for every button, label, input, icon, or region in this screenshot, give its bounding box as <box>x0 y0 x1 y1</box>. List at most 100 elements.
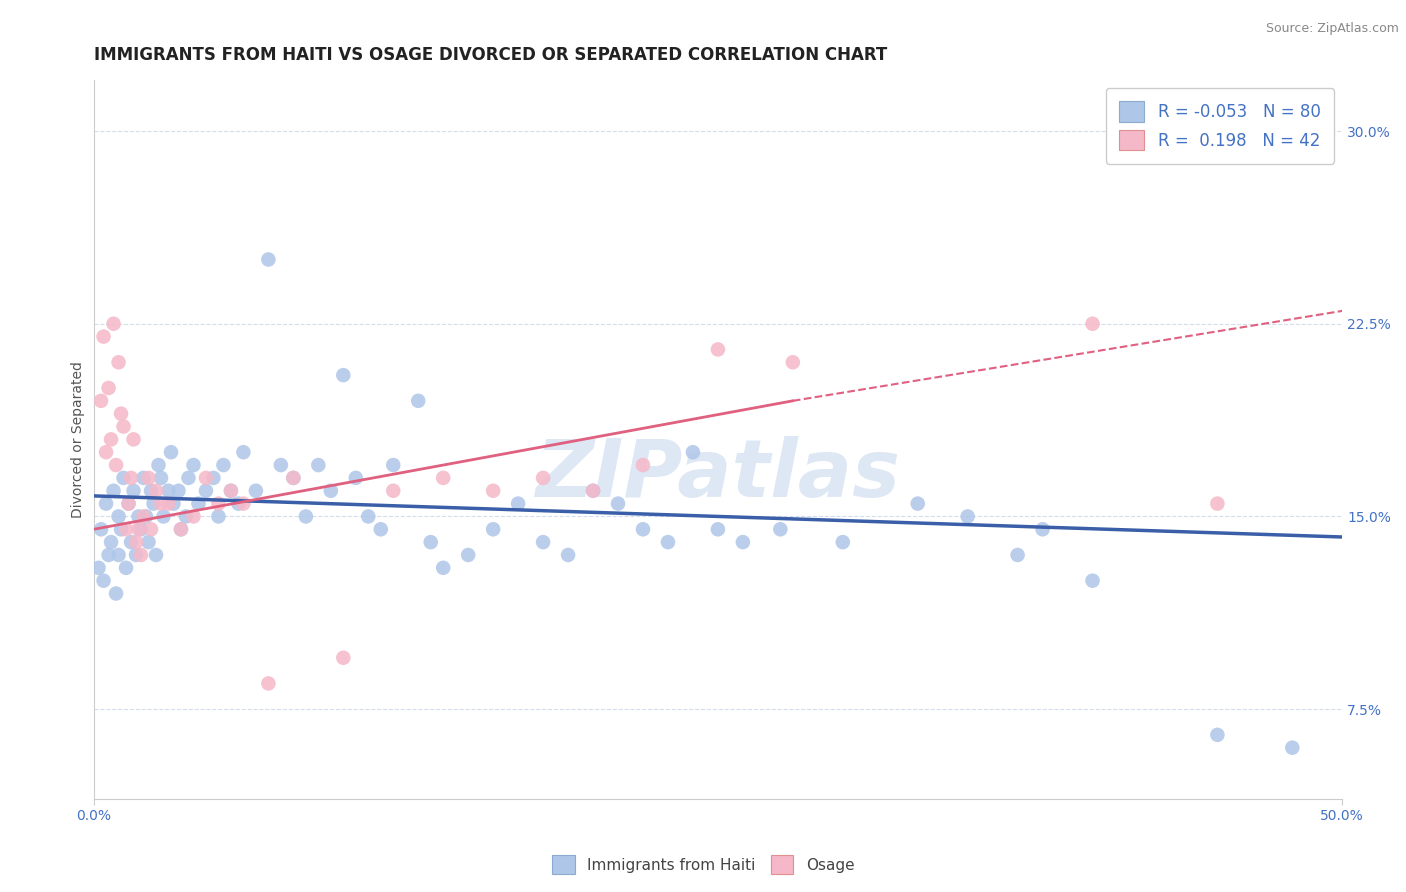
Point <box>112 419 135 434</box>
Point <box>187 497 209 511</box>
Point <box>120 471 142 485</box>
Point <box>103 317 125 331</box>
Point <box>508 497 530 511</box>
Point <box>1081 574 1104 588</box>
Point <box>120 535 142 549</box>
Point <box>174 509 197 524</box>
Point <box>1206 728 1229 742</box>
Point <box>194 483 217 498</box>
Point <box>731 535 754 549</box>
Point <box>122 483 145 498</box>
Point <box>657 535 679 549</box>
Point <box>212 458 235 472</box>
Point <box>531 471 554 485</box>
Point <box>1032 522 1054 536</box>
Point <box>457 548 479 562</box>
Point <box>112 471 135 485</box>
Point <box>125 548 148 562</box>
Point <box>245 483 267 498</box>
Point <box>782 355 804 369</box>
Point <box>90 393 112 408</box>
Point <box>97 548 120 562</box>
Point <box>257 252 280 267</box>
Point <box>135 509 157 524</box>
Point <box>707 522 730 536</box>
Point <box>482 483 505 498</box>
Point <box>157 497 180 511</box>
Point <box>110 407 132 421</box>
Point <box>129 522 152 536</box>
Point <box>160 445 183 459</box>
Point <box>128 522 150 536</box>
Point <box>117 497 139 511</box>
Point <box>97 381 120 395</box>
Point <box>105 458 128 472</box>
Point <box>270 458 292 472</box>
Point <box>257 676 280 690</box>
Point <box>183 458 205 472</box>
Point <box>631 458 654 472</box>
Point <box>103 483 125 498</box>
Point <box>382 483 405 498</box>
Point <box>232 497 254 511</box>
Point <box>129 548 152 562</box>
Point <box>157 483 180 498</box>
Point <box>107 548 129 562</box>
Point <box>682 445 704 459</box>
Point <box>332 368 354 383</box>
Text: IMMIGRANTS FROM HAITI VS OSAGE DIVORCED OR SEPARATED CORRELATION CHART: IMMIGRANTS FROM HAITI VS OSAGE DIVORCED … <box>94 46 887 64</box>
Point <box>110 522 132 536</box>
Point <box>150 497 173 511</box>
Point <box>370 522 392 536</box>
Point <box>150 471 173 485</box>
Point <box>344 471 367 485</box>
Point <box>132 471 155 485</box>
Point <box>170 522 193 536</box>
Point <box>148 458 170 472</box>
Point <box>319 483 342 498</box>
Point <box>357 509 380 524</box>
Legend: Immigrants from Haiti, Osage: Immigrants from Haiti, Osage <box>546 849 860 880</box>
Point <box>115 522 138 536</box>
Point <box>142 497 165 511</box>
Point <box>432 471 454 485</box>
Point <box>100 433 122 447</box>
Point <box>87 561 110 575</box>
Point <box>194 471 217 485</box>
Point <box>283 471 305 485</box>
Point <box>295 509 318 524</box>
Point <box>177 471 200 485</box>
Point <box>707 343 730 357</box>
Point <box>956 509 979 524</box>
Legend: R = -0.053   N = 80, R =  0.198   N = 42: R = -0.053 N = 80, R = 0.198 N = 42 <box>1107 88 1334 163</box>
Point <box>152 509 174 524</box>
Point <box>107 355 129 369</box>
Point <box>207 497 229 511</box>
Point <box>207 509 229 524</box>
Point <box>283 471 305 485</box>
Point <box>139 483 162 498</box>
Point <box>138 535 160 549</box>
Point <box>406 393 429 408</box>
Point <box>769 522 792 536</box>
Point <box>100 535 122 549</box>
Point <box>117 497 139 511</box>
Point <box>107 509 129 524</box>
Point <box>145 548 167 562</box>
Point <box>93 329 115 343</box>
Point <box>202 471 225 485</box>
Text: ZIPatlas: ZIPatlas <box>536 436 900 515</box>
Point <box>531 535 554 549</box>
Point <box>115 561 138 575</box>
Point <box>167 483 190 498</box>
Text: Source: ZipAtlas.com: Source: ZipAtlas.com <box>1265 22 1399 36</box>
Point <box>228 497 250 511</box>
Y-axis label: Divorced or Separated: Divorced or Separated <box>72 361 86 517</box>
Point <box>419 535 441 549</box>
Point <box>1007 548 1029 562</box>
Point <box>170 522 193 536</box>
Point <box>105 586 128 600</box>
Point <box>145 483 167 498</box>
Point <box>128 509 150 524</box>
Point <box>307 458 329 472</box>
